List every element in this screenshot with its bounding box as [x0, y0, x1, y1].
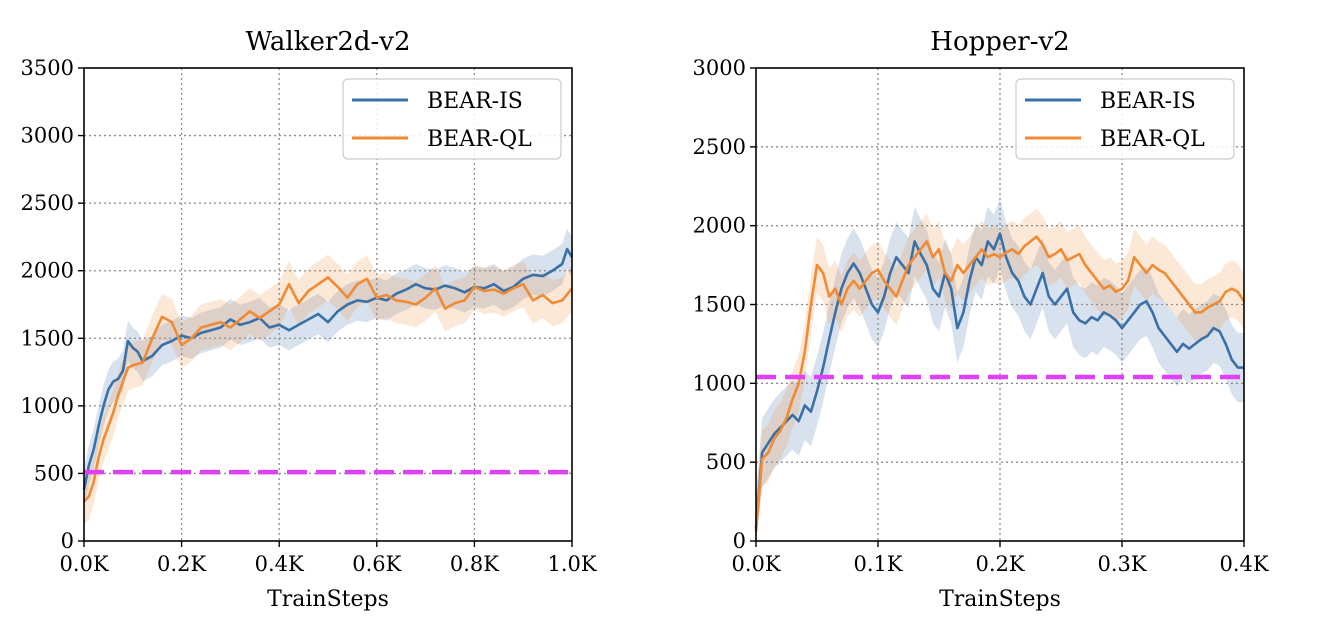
legend-label-bear-ql: BEAR-QL [427, 127, 532, 152]
y-tick-label: 1500 [21, 326, 74, 350]
y-tick-label: 2000 [21, 259, 74, 283]
legend-label-bear-is: BEAR-IS [427, 89, 523, 114]
legend: BEAR-IS BEAR-QL [1015, 78, 1235, 160]
y-tick-label: 500 [706, 450, 746, 474]
x-tick-label: 0.3K [1097, 552, 1146, 576]
x-axis-label: TrainSteps [267, 587, 389, 612]
y-tick-label: 1000 [693, 371, 746, 395]
x-tick-labels: 0.0K 0.2K 0.4K 0.6K 0.8K 1.0K [59, 552, 596, 576]
x-tick-label: 1.0K [547, 552, 596, 576]
band-bear-ql [756, 208, 1244, 542]
y-tick-labels: 0 500 1000 1500 2000 2500 3000 3500 [21, 56, 74, 553]
x-tick-label: 0.2K [975, 552, 1024, 576]
x-tick-label: 0.2K [157, 552, 206, 576]
y-tick-label: 2500 [21, 191, 74, 215]
series-bear-is [82, 247, 574, 490]
series-bear-is [754, 232, 1244, 529]
y-tick-label: 1000 [21, 394, 74, 418]
x-tick-label: 0.8K [450, 552, 499, 576]
y-tick-label: 500 [34, 461, 74, 485]
series-bear-ql [83, 276, 574, 503]
tick-marks [750, 67, 1245, 547]
y-tick-label: 2500 [693, 135, 746, 159]
hopper-chart: 0 500 1000 1500 2000 2500 3000 0.0K 0.1K… [693, 27, 1269, 612]
y-tick-label: 3000 [21, 124, 74, 148]
y-tick-label: 2000 [693, 214, 746, 238]
x-tick-label: 0.4K [1219, 552, 1268, 576]
y-tick-labels: 0 500 1000 1500 2000 2500 3000 [693, 56, 746, 553]
x-axis-label: TrainSteps [939, 587, 1061, 612]
x-tick-labels: 0.0K 0.1K 0.2K 0.3K 0.4K [731, 552, 1268, 576]
confidence-bands [84, 228, 572, 525]
series-lines [754, 232, 1246, 532]
band-bear-ql [84, 254, 572, 525]
y-tick-label: 0 [733, 529, 746, 553]
y-tick-label: 3500 [21, 56, 74, 80]
chart-title: Hopper-v2 [930, 27, 1069, 57]
legend: BEAR-IS BEAR-QL [342, 78, 562, 160]
series-lines [82, 247, 574, 503]
y-tick-label: 0 [61, 529, 74, 553]
legend-label-bear-is: BEAR-IS [1100, 89, 1196, 114]
y-tick-label: 3000 [693, 56, 746, 80]
axes-frame [83, 67, 573, 542]
x-tick-label: 0.4K [255, 552, 304, 576]
x-tick-label: 0.1K [853, 552, 902, 576]
chart-title: Walker2d-v2 [245, 27, 410, 57]
x-tick-label: 0.0K [731, 552, 780, 576]
walker2d-chart: 0 500 1000 1500 2000 2500 3000 3500 0.0K… [21, 27, 597, 612]
legend-label-bear-ql: BEAR-QL [1100, 127, 1205, 152]
series-bear-ql [754, 235, 1246, 532]
x-tick-label: 0.6K [352, 552, 401, 576]
band-bear-is [84, 228, 572, 510]
x-tick-label: 0.0K [59, 552, 108, 576]
y-tick-label: 1500 [693, 293, 746, 317]
tick-marks [78, 67, 573, 547]
